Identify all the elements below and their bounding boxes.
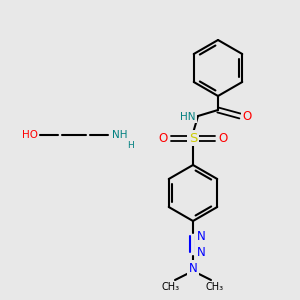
Text: CH₃: CH₃: [206, 282, 224, 292]
Text: NH: NH: [112, 130, 128, 140]
Text: H: H: [127, 140, 134, 149]
Text: O: O: [158, 131, 168, 145]
Text: N: N: [189, 262, 197, 275]
Text: CH₃: CH₃: [162, 282, 180, 292]
Text: O: O: [242, 110, 252, 122]
Text: N: N: [196, 245, 206, 259]
Text: O: O: [218, 131, 228, 145]
Text: HO: HO: [22, 130, 38, 140]
Text: S: S: [189, 131, 197, 145]
Text: HN: HN: [180, 112, 196, 122]
Text: N: N: [196, 230, 206, 242]
